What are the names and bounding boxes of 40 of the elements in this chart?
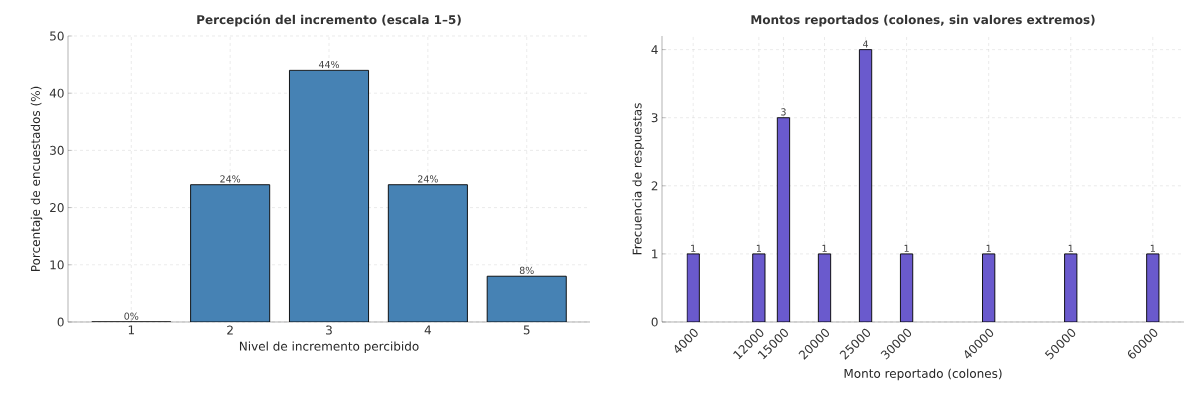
bar bbox=[289, 69, 369, 322]
y-tick-label: 10 bbox=[50, 260, 64, 270]
data-label: 24% bbox=[418, 175, 438, 183]
x-tick-label: 4 bbox=[424, 325, 432, 335]
data-label: 1 bbox=[904, 244, 909, 252]
y-axis-title: Frecuencia de respuestas bbox=[632, 103, 644, 255]
y-tick-label: 20 bbox=[50, 203, 64, 213]
data-label: 4 bbox=[863, 40, 869, 48]
y-tick-label: 1 bbox=[652, 249, 658, 259]
data-label: 1 bbox=[756, 244, 762, 252]
x-tick-label: 2 bbox=[227, 325, 233, 335]
y-tick-label: 30 bbox=[50, 145, 64, 155]
bar bbox=[387, 184, 468, 322]
data-label: 1 bbox=[822, 244, 827, 252]
x-axis-title: Nivel de incremento percibido bbox=[239, 341, 419, 354]
x-tick-label: 5 bbox=[523, 325, 530, 335]
x-tick-label: 3 bbox=[326, 325, 332, 335]
x-axis-title: Monto reportado (colones) bbox=[844, 368, 1002, 381]
data-label: 1 bbox=[1150, 244, 1155, 252]
y-tick-label: 2 bbox=[651, 181, 658, 191]
x-tick-label: 1 bbox=[128, 325, 134, 335]
data-label: 8% bbox=[519, 266, 534, 275]
y-tick-label: 4 bbox=[651, 45, 658, 54]
data-label: 1 bbox=[1068, 244, 1073, 252]
data-label: 0% bbox=[124, 312, 139, 320]
data-label: 24% bbox=[220, 175, 241, 183]
chart-title: Montos reportados (colones, sin valores extremos) bbox=[751, 14, 1095, 27]
data-label: 3 bbox=[781, 108, 786, 116]
data-label: 1 bbox=[986, 244, 991, 252]
bar bbox=[190, 184, 271, 322]
y-tick-label: 3 bbox=[651, 113, 658, 123]
bar bbox=[486, 275, 567, 322]
y-tick-label: 50 bbox=[50, 31, 64, 41]
data-label: 44% bbox=[318, 60, 340, 69]
y-tick-label: 40 bbox=[49, 88, 64, 98]
y-tick-label: 0 bbox=[651, 317, 658, 327]
y-axis-title: Porcentaje de encuestados (%) bbox=[30, 86, 43, 272]
data-label: 1 bbox=[691, 244, 696, 252]
chart-title: Percepción del incremento (escala 1–5) bbox=[197, 14, 461, 27]
y-tick-label: 0 bbox=[57, 317, 64, 327]
